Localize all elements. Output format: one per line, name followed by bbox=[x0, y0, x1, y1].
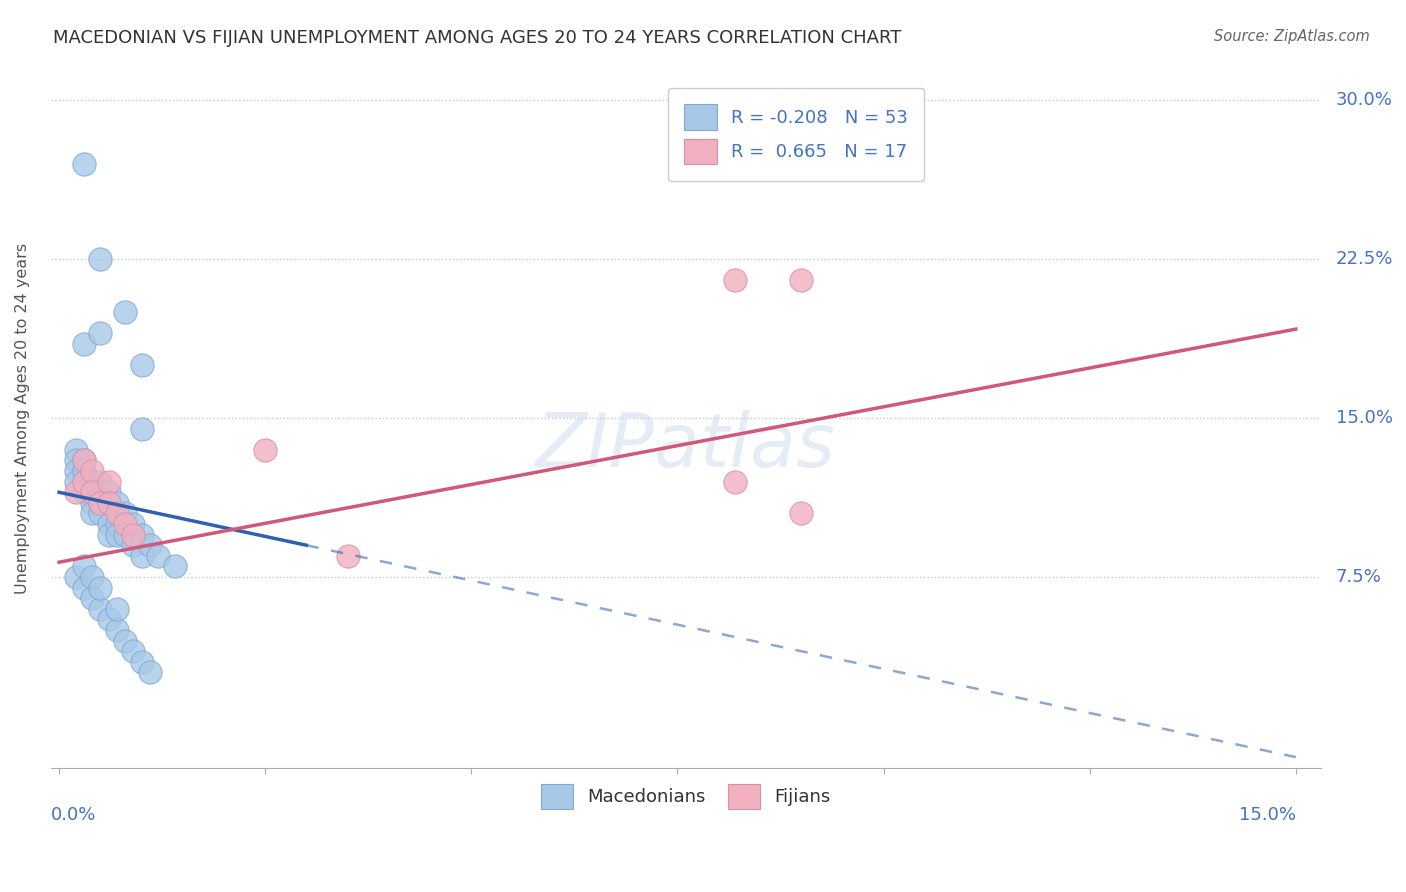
Point bbox=[89, 507, 111, 521]
Point bbox=[73, 453, 96, 467]
Point bbox=[80, 464, 103, 478]
Point bbox=[146, 549, 169, 563]
Point bbox=[131, 549, 153, 563]
Point bbox=[89, 581, 111, 595]
Point bbox=[80, 507, 103, 521]
Point bbox=[97, 496, 120, 510]
Point bbox=[80, 591, 103, 606]
Legend: Macedonians, Fijians: Macedonians, Fijians bbox=[531, 774, 839, 818]
Point bbox=[105, 623, 128, 637]
Point bbox=[73, 559, 96, 574]
Point bbox=[105, 507, 128, 521]
Point bbox=[80, 570, 103, 584]
Text: MACEDONIAN VS FIJIAN UNEMPLOYMENT AMONG AGES 20 TO 24 YEARS CORRELATION CHART: MACEDONIAN VS FIJIAN UNEMPLOYMENT AMONG … bbox=[53, 29, 901, 46]
Point bbox=[73, 464, 96, 478]
Point bbox=[73, 581, 96, 595]
Text: 30.0%: 30.0% bbox=[1336, 91, 1393, 110]
Y-axis label: Unemployment Among Ages 20 to 24 years: Unemployment Among Ages 20 to 24 years bbox=[15, 243, 30, 594]
Text: Source: ZipAtlas.com: Source: ZipAtlas.com bbox=[1213, 29, 1369, 44]
Text: 0.0%: 0.0% bbox=[51, 806, 96, 824]
Point bbox=[105, 516, 128, 531]
Point bbox=[105, 496, 128, 510]
Point bbox=[80, 475, 103, 489]
Point bbox=[131, 527, 153, 541]
Point bbox=[131, 358, 153, 372]
Point bbox=[131, 422, 153, 436]
Text: ZIPatlas: ZIPatlas bbox=[536, 410, 835, 482]
Point bbox=[139, 665, 162, 680]
Point bbox=[139, 538, 162, 552]
Point bbox=[89, 602, 111, 616]
Point bbox=[114, 633, 136, 648]
Point bbox=[105, 602, 128, 616]
Point bbox=[114, 507, 136, 521]
Point bbox=[122, 516, 145, 531]
Point bbox=[97, 485, 120, 500]
Point bbox=[65, 442, 87, 457]
Point bbox=[122, 538, 145, 552]
Point bbox=[73, 157, 96, 171]
Point bbox=[73, 475, 96, 489]
Point bbox=[65, 453, 87, 467]
Point bbox=[89, 326, 111, 341]
Point bbox=[73, 475, 96, 489]
Point bbox=[336, 549, 359, 563]
Point bbox=[724, 475, 747, 489]
Point bbox=[254, 442, 277, 457]
Point bbox=[65, 485, 87, 500]
Point bbox=[80, 485, 103, 500]
Point bbox=[97, 475, 120, 489]
Point bbox=[97, 612, 120, 626]
Point bbox=[89, 496, 111, 510]
Point bbox=[65, 570, 87, 584]
Point bbox=[89, 252, 111, 267]
Point bbox=[724, 273, 747, 287]
Point bbox=[73, 485, 96, 500]
Point bbox=[114, 516, 136, 531]
Point bbox=[105, 527, 128, 541]
Point bbox=[80, 496, 103, 510]
Point bbox=[114, 305, 136, 319]
Point bbox=[97, 496, 120, 510]
Point bbox=[163, 559, 186, 574]
Text: 15.0%: 15.0% bbox=[1239, 806, 1296, 824]
Point bbox=[73, 337, 96, 351]
Point bbox=[790, 507, 813, 521]
Point bbox=[131, 655, 153, 669]
Point bbox=[122, 644, 145, 658]
Point bbox=[80, 485, 103, 500]
Point bbox=[97, 527, 120, 541]
Point bbox=[97, 516, 120, 531]
Point bbox=[89, 485, 111, 500]
Point bbox=[65, 464, 87, 478]
Point bbox=[114, 527, 136, 541]
Point bbox=[73, 453, 96, 467]
Text: 15.0%: 15.0% bbox=[1336, 409, 1393, 427]
Text: 7.5%: 7.5% bbox=[1336, 568, 1382, 586]
Text: 22.5%: 22.5% bbox=[1336, 251, 1393, 268]
Point bbox=[790, 273, 813, 287]
Point bbox=[89, 475, 111, 489]
Point bbox=[65, 475, 87, 489]
Point bbox=[89, 496, 111, 510]
Point bbox=[122, 527, 145, 541]
